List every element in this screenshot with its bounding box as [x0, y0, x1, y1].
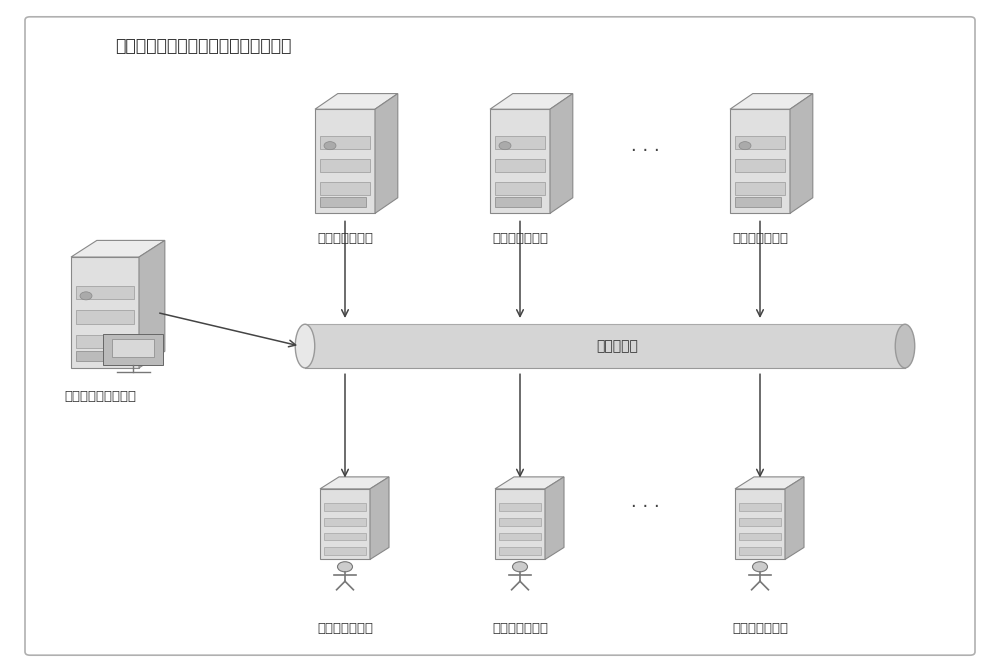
Text: 带宽控制服务器: 带宽控制服务器 — [732, 622, 788, 634]
Text: 万兆以太网: 万兆以太网 — [596, 339, 638, 353]
Polygon shape — [139, 241, 165, 368]
Polygon shape — [735, 159, 785, 171]
Polygon shape — [324, 503, 366, 511]
Circle shape — [499, 142, 511, 150]
Polygon shape — [499, 518, 541, 526]
Polygon shape — [76, 310, 134, 324]
Circle shape — [324, 142, 336, 150]
Polygon shape — [375, 93, 398, 214]
Polygon shape — [305, 325, 905, 368]
Circle shape — [753, 562, 768, 572]
Polygon shape — [71, 257, 139, 368]
Circle shape — [80, 292, 92, 300]
Polygon shape — [76, 335, 134, 348]
Polygon shape — [320, 159, 370, 171]
Circle shape — [512, 562, 528, 572]
Polygon shape — [735, 182, 785, 195]
Polygon shape — [499, 548, 541, 555]
Polygon shape — [315, 93, 398, 109]
Polygon shape — [324, 548, 366, 555]
Polygon shape — [71, 241, 165, 257]
Text: 带宽控制服务器: 带宽控制服务器 — [317, 622, 373, 634]
Polygon shape — [499, 533, 541, 540]
Text: 数据传输服务器: 数据传输服务器 — [317, 232, 373, 245]
Polygon shape — [103, 334, 163, 365]
Polygon shape — [320, 182, 370, 195]
Polygon shape — [499, 503, 541, 511]
Polygon shape — [785, 477, 804, 559]
Polygon shape — [76, 351, 129, 362]
Polygon shape — [735, 136, 785, 149]
Polygon shape — [495, 136, 545, 149]
Ellipse shape — [895, 325, 915, 368]
Polygon shape — [495, 159, 545, 171]
Text: · · ·: · · · — [631, 499, 659, 516]
Polygon shape — [315, 109, 375, 214]
Polygon shape — [735, 489, 785, 559]
Polygon shape — [739, 533, 781, 540]
Polygon shape — [320, 489, 370, 559]
Polygon shape — [495, 489, 545, 559]
Polygon shape — [790, 93, 813, 214]
Polygon shape — [320, 197, 366, 207]
Polygon shape — [324, 533, 366, 540]
FancyBboxPatch shape — [25, 17, 975, 655]
Polygon shape — [739, 518, 781, 526]
Polygon shape — [76, 286, 134, 299]
Polygon shape — [112, 339, 154, 358]
Text: 数据传输服务器: 数据传输服务器 — [492, 232, 548, 245]
Polygon shape — [490, 93, 573, 109]
Polygon shape — [730, 109, 790, 214]
Text: · · ·: · · · — [631, 142, 659, 160]
Circle shape — [338, 562, 352, 572]
Polygon shape — [735, 197, 781, 207]
Polygon shape — [495, 197, 541, 207]
Polygon shape — [545, 477, 564, 559]
Text: 数据分发协作服务器: 数据分发协作服务器 — [64, 390, 136, 403]
Text: 面向任务级的大数据分发质量控制装置: 面向任务级的大数据分发质量控制装置 — [115, 37, 291, 55]
Polygon shape — [730, 93, 813, 109]
Polygon shape — [739, 503, 781, 511]
Polygon shape — [735, 477, 804, 489]
Polygon shape — [370, 477, 389, 559]
Polygon shape — [320, 136, 370, 149]
Polygon shape — [324, 518, 366, 526]
Polygon shape — [739, 548, 781, 555]
Text: 数据分发服务器: 数据分发服务器 — [732, 232, 788, 245]
Polygon shape — [320, 477, 389, 489]
Polygon shape — [490, 109, 550, 214]
Ellipse shape — [295, 325, 315, 368]
Polygon shape — [550, 93, 573, 214]
Polygon shape — [495, 477, 564, 489]
Text: 带宽控制服务器: 带宽控制服务器 — [492, 622, 548, 634]
Circle shape — [739, 142, 751, 150]
Polygon shape — [495, 182, 545, 195]
